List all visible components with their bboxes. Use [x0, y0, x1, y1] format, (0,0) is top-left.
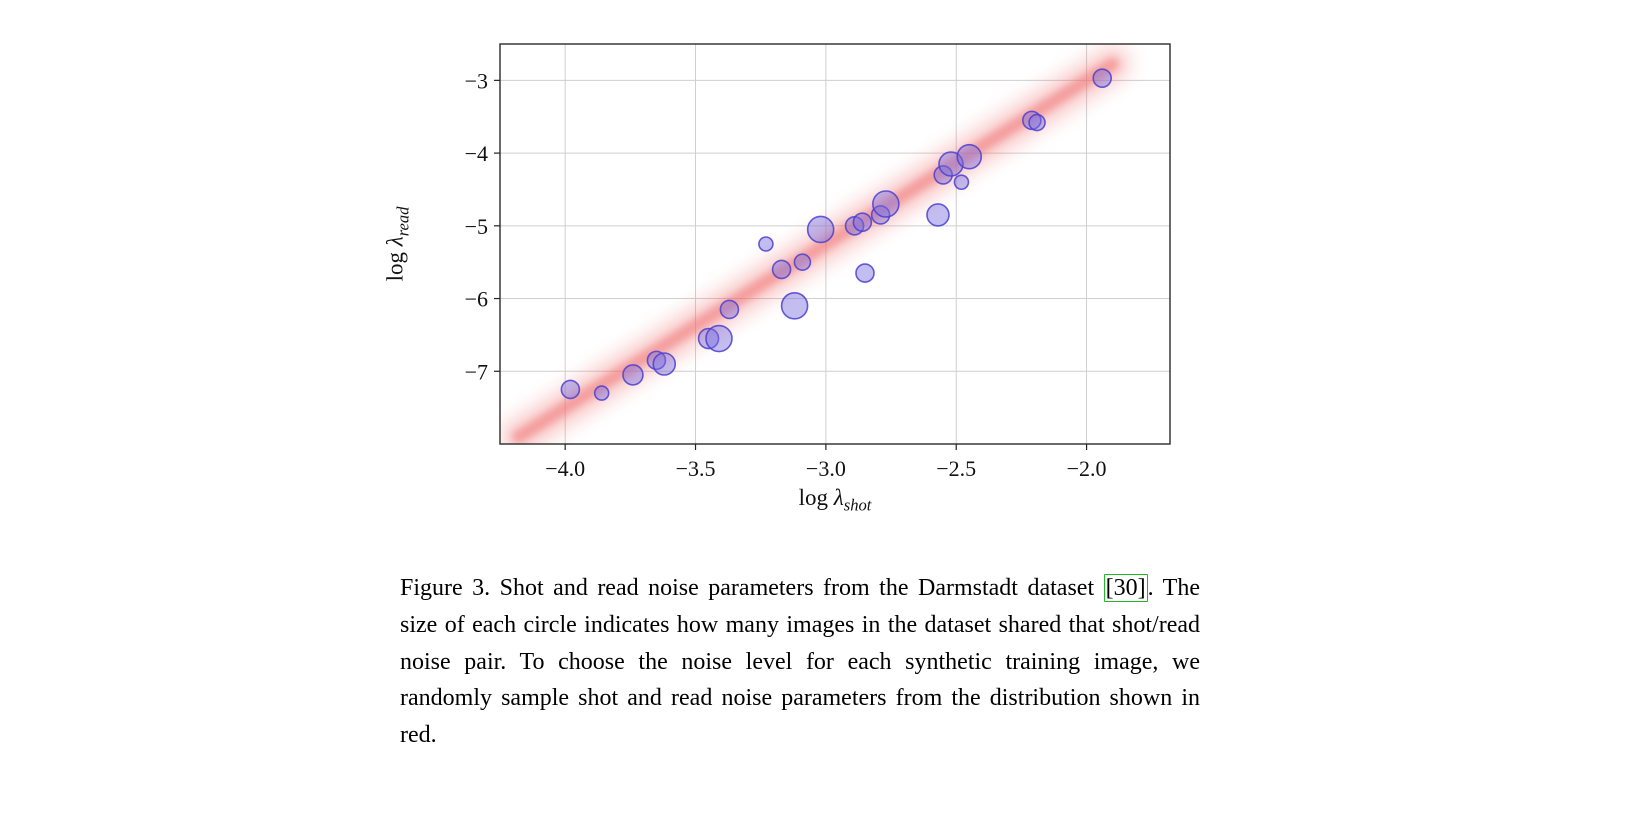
y-tick-label: −4	[465, 141, 488, 166]
plot-border	[499, 43, 1171, 445]
data-point	[933, 165, 953, 185]
data-point	[652, 352, 677, 376]
data-point	[872, 190, 900, 218]
y-tick-label: −5	[465, 214, 488, 239]
data-point	[793, 253, 812, 271]
citation-open-bracket: [	[1105, 574, 1114, 601]
data-point	[806, 215, 835, 244]
tick-labels: −4.0 −3.5 −3.0 −2.5 −2.0 −3 −4 −5 −6 −7	[465, 68, 1107, 481]
data-point	[855, 263, 875, 283]
caption-text-before: Figure 3. Shot and read noise parameters…	[400, 574, 1104, 601]
citation-box: [30]	[1103, 573, 1148, 602]
y-tick-label: −3	[465, 68, 488, 93]
data-point	[870, 205, 891, 225]
x-axis-label-sub: shot	[843, 495, 872, 515]
citation-close-bracket: ]	[1137, 574, 1146, 601]
data-point	[593, 385, 610, 401]
axis-ticks	[494, 79, 1088, 450]
plot-area: −4.0 −3.5 −3.0 −2.5 −2.0 −3 −4 −5 −6 −7	[465, 43, 1171, 481]
data-point	[646, 350, 667, 371]
x-axis-label-var: λ	[833, 485, 844, 510]
data-point	[758, 236, 774, 252]
data-point	[771, 259, 792, 280]
data-point	[956, 143, 983, 170]
x-tick-label: −3.5	[676, 456, 716, 481]
x-axis-label: log λshot	[500, 485, 1170, 516]
scatter-chart: log λread −4.0 −3.5 −3.0 −2.5 −2.0 −3 −4 −5 −6 −7…	[383, 38, 1178, 516]
y-axis-label-var: λ	[382, 236, 408, 247]
y-axis-label: log λread	[383, 207, 414, 282]
caption-text-after: . The size of each circle indicates how …	[400, 574, 1200, 749]
scatter-points	[560, 68, 1113, 401]
x-axis-label-fn: log	[798, 485, 834, 510]
data-point	[697, 327, 720, 350]
y-axis-label-sub: read	[393, 206, 413, 237]
y-tick-label: −6	[465, 287, 488, 312]
x-tick-label: −4.0	[545, 456, 585, 481]
data-point	[953, 174, 970, 190]
data-point	[1028, 113, 1046, 132]
x-tick-label: −2.5	[936, 456, 976, 481]
data-point	[560, 379, 581, 400]
data-point	[926, 203, 950, 227]
data-point	[852, 212, 873, 232]
x-tick-label: −3.0	[806, 456, 846, 481]
data-point	[780, 292, 809, 320]
distribution-band	[500, 46, 1131, 444]
x-tick-label: −2.0	[1067, 456, 1107, 481]
citation-link-30[interactable]: [30]	[1103, 573, 1148, 602]
figure-3: log λread −4.0 −3.5 −3.0 −2.5 −2.0 −3 −4 −5 −6 −7…	[383, 38, 1200, 755]
citation-number: 30	[1113, 574, 1138, 601]
data-point	[622, 364, 644, 386]
y-tick-label: −7	[465, 359, 488, 384]
y-axis-label-fn: log	[382, 246, 408, 282]
data-point	[719, 299, 740, 320]
data-point	[1092, 68, 1113, 88]
figure-caption: Figure 3. Shot and read noise parameters…	[400, 570, 1200, 755]
gridlines	[500, 44, 1170, 444]
data-point	[705, 324, 733, 353]
